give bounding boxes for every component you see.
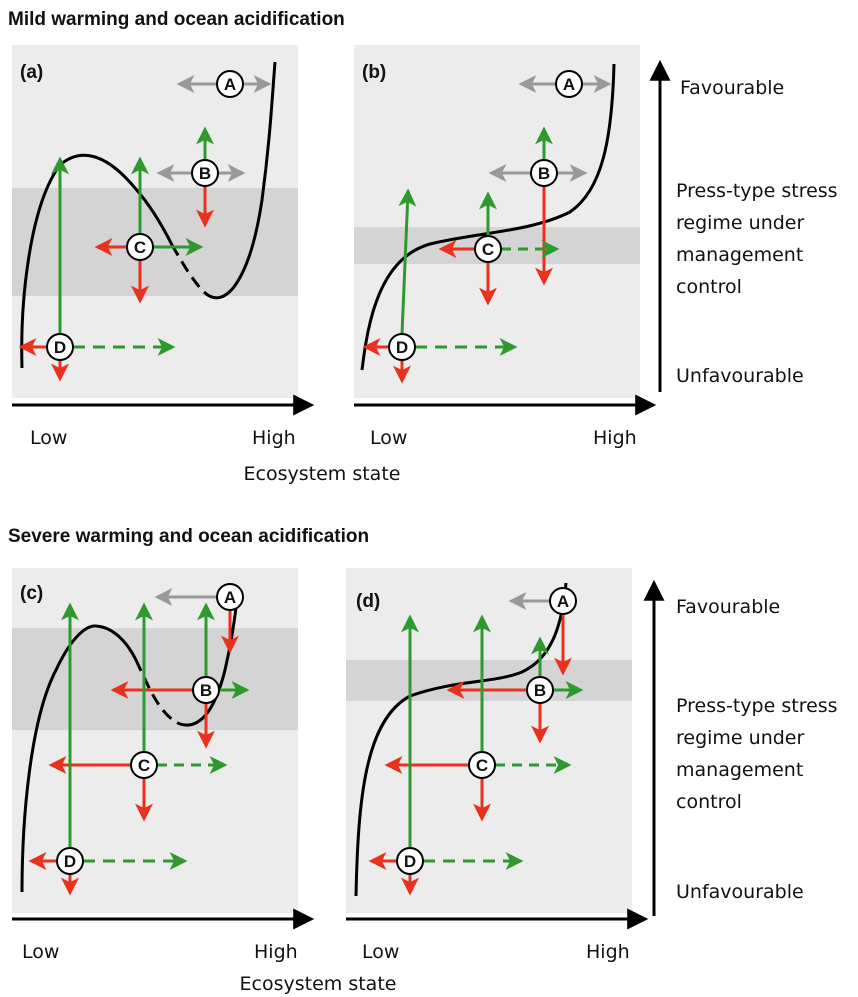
y-axis-bottom-middle-1: Press-type stress bbox=[676, 695, 838, 717]
panel-c-curve-right bbox=[179, 589, 240, 727]
panel-a-curve-right bbox=[202, 61, 277, 300]
panel-a-curve-dashed bbox=[170, 244, 206, 294]
panel-a-x-high: High bbox=[252, 427, 296, 449]
y-axis-bottom-middle-3: management bbox=[676, 759, 803, 781]
panel-d-node-b: B bbox=[526, 676, 554, 704]
svg-text:B: B bbox=[538, 164, 550, 183]
panel-a-node-d: D bbox=[46, 333, 74, 361]
panel-a-node-a: A bbox=[216, 70, 244, 98]
section-title-severe: Severe warming and ocean acidification bbox=[8, 526, 369, 547]
panel-c-node-a: A bbox=[216, 583, 244, 611]
panel-c-curve-left bbox=[20, 624, 138, 893]
svg-text:D: D bbox=[404, 852, 416, 871]
y-axis-bottom-unfavourable: Unfavourable bbox=[676, 881, 804, 903]
panel-b-label: (b) bbox=[362, 62, 386, 83]
panel-b-x-high: High bbox=[593, 427, 637, 449]
panel-a-node-b: B bbox=[191, 159, 219, 187]
panel-d-node-d: D bbox=[396, 847, 424, 875]
panel-a-x-low: Low bbox=[30, 427, 67, 449]
panel-c-x-high: High bbox=[254, 941, 298, 963]
panel-c-node-b: B bbox=[192, 676, 220, 704]
panel-c-node-d: D bbox=[56, 847, 84, 875]
panel-b-node-b: B bbox=[530, 159, 558, 187]
svg-text:B: B bbox=[534, 681, 546, 700]
panel-d-x-high: High bbox=[586, 941, 630, 963]
panel-a-node-c: C bbox=[126, 233, 154, 261]
panel-b-x-low: Low bbox=[370, 427, 407, 449]
svg-text:D: D bbox=[396, 338, 408, 357]
y-axis-top-middle-3: management bbox=[676, 244, 803, 266]
panel-a-curve-left bbox=[20, 153, 174, 369]
svg-text:A: A bbox=[224, 588, 236, 607]
svg-text:D: D bbox=[54, 338, 66, 357]
panel-d-curve bbox=[354, 582, 568, 897]
panel-d-node-a: A bbox=[549, 587, 577, 615]
panel-a: (a) A B C D Low High bbox=[12, 45, 315, 449]
panel-d: (d) A B C D Low High bbox=[346, 568, 649, 963]
svg-text:A: A bbox=[557, 592, 569, 611]
panel-b-arrow-d-up bbox=[398, 188, 417, 335]
y-axis-top-middle-4: control bbox=[676, 276, 742, 298]
panel-c-node-c: C bbox=[130, 751, 158, 779]
panel-d-x-low: Low bbox=[362, 941, 399, 963]
panel-c-x-low: Low bbox=[22, 941, 59, 963]
svg-text:B: B bbox=[200, 681, 212, 700]
y-axis-top: Favourable Press-type stress regime unde… bbox=[649, 59, 838, 392]
x-axis-title-bottom: Ecosystem state bbox=[240, 973, 397, 995]
svg-text:C: C bbox=[476, 756, 488, 775]
svg-text:B: B bbox=[199, 164, 211, 183]
panel-b-node-a: A bbox=[555, 70, 583, 98]
panel-a-stress-band bbox=[12, 188, 298, 296]
panel-b: (b) A B C D Low High bbox=[354, 45, 657, 449]
svg-text:A: A bbox=[224, 75, 236, 94]
y-axis-bottom-middle-2: regime under bbox=[676, 727, 804, 749]
panel-c-curve-dashed bbox=[134, 659, 181, 726]
svg-text:A: A bbox=[563, 75, 575, 94]
y-axis-bottom-middle-4: control bbox=[676, 791, 742, 813]
panel-b-node-d: D bbox=[388, 333, 416, 361]
panel-b-node-c: C bbox=[474, 235, 502, 263]
panel-c-label: (c) bbox=[20, 583, 43, 604]
y-axis-top-favourable: Favourable bbox=[680, 77, 784, 99]
panel-d-node-c: C bbox=[468, 751, 496, 779]
panel-b-curve bbox=[360, 63, 616, 371]
panel-d-label: (d) bbox=[356, 591, 380, 612]
section-title-mild: Mild warming and ocean acidification bbox=[8, 9, 345, 30]
panel-c: (c) A B C D Low High bbox=[12, 568, 315, 963]
y-axis-top-middle-1: Press-type stress bbox=[676, 180, 838, 202]
panel-a-label: (a) bbox=[20, 62, 43, 83]
svg-text:C: C bbox=[138, 756, 150, 775]
y-axis-top-middle-2: regime under bbox=[676, 212, 804, 234]
svg-text:D: D bbox=[64, 852, 76, 871]
panel-c-stress-band bbox=[12, 628, 298, 730]
y-axis-bottom: Favourable Press-type stress regime unde… bbox=[643, 579, 838, 916]
y-axis-top-unfavourable: Unfavourable bbox=[676, 365, 804, 387]
x-axis-title-top: Ecosystem state bbox=[244, 463, 401, 485]
y-axis-bottom-favourable: Favourable bbox=[676, 596, 780, 618]
svg-text:C: C bbox=[482, 240, 494, 259]
svg-text:C: C bbox=[134, 238, 146, 257]
